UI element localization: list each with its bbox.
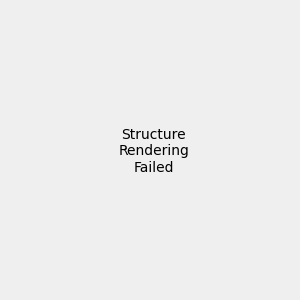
Text: Structure
Rendering
Failed: Structure Rendering Failed: [118, 128, 189, 175]
